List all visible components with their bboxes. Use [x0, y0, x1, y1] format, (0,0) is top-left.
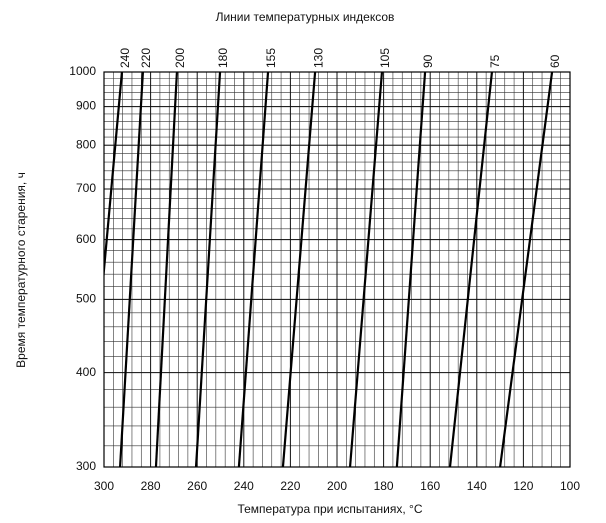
y-tick-label: 400: [76, 365, 96, 379]
x-tick-label: 140: [467, 479, 487, 493]
y-tick-label: 800: [76, 137, 96, 151]
line-label: 130: [311, 48, 325, 68]
chart-title: Линии температурных индексов: [216, 10, 395, 24]
y-tick-label: 700: [76, 181, 96, 195]
line-label: 105: [378, 48, 392, 68]
line-label: 155: [264, 48, 278, 68]
index-line: [118, 72, 145, 467]
line-label: 75: [488, 54, 502, 68]
x-tick-label: 100: [560, 479, 580, 493]
index-line: [499, 72, 554, 467]
index-line: [348, 72, 384, 467]
line-label: 60: [548, 54, 562, 68]
x-tick-label: 200: [327, 479, 347, 493]
y-tick-label: 900: [76, 99, 96, 113]
line-label: 180: [216, 48, 230, 68]
index-line: [194, 72, 222, 467]
line-label: 200: [173, 48, 187, 68]
line-label: 90: [421, 54, 435, 68]
x-tick-label: 120: [513, 479, 533, 493]
x-tick-label: 260: [187, 479, 207, 493]
index-line: [154, 72, 179, 467]
x-axis-label: Температура при испытаниях, °C: [237, 502, 422, 516]
index-line: [281, 72, 317, 467]
x-tick-label: 180: [374, 479, 394, 493]
index-line: [237, 72, 270, 467]
y-tick-label: 600: [76, 232, 96, 246]
x-tick-label: 160: [420, 479, 440, 493]
y-tick-label: 300: [76, 459, 96, 473]
index-line: [395, 72, 427, 467]
x-tick-label: 300: [94, 479, 114, 493]
y-tick-label: 500: [76, 292, 96, 306]
x-tick-label: 220: [280, 479, 300, 493]
x-tick-label: 280: [141, 479, 161, 493]
y-tick-label: 1000: [69, 64, 96, 78]
index-line: [104, 72, 124, 282]
plot-lines: [104, 72, 554, 467]
y-axis-label: Время температурного старения, ч: [14, 172, 28, 368]
line-label: 220: [139, 48, 153, 68]
x-tick-label: 240: [234, 479, 254, 493]
line-label: 240: [118, 48, 132, 68]
index-line: [448, 72, 494, 467]
